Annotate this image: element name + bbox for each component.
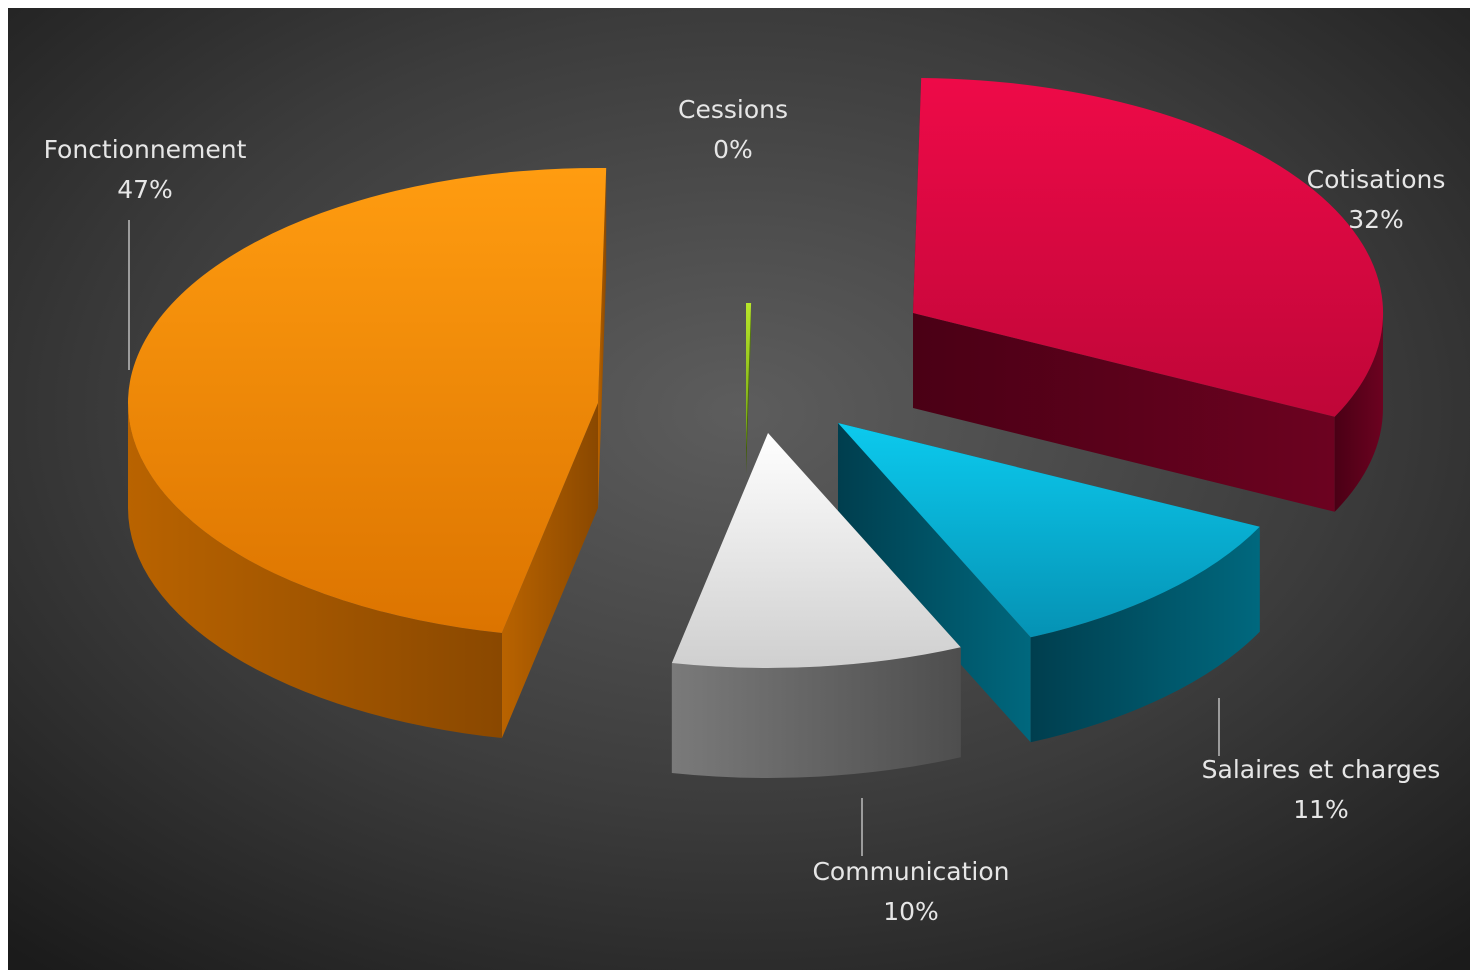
slice-rim-communication [671, 647, 961, 778]
slice-value-cessions: 0% [713, 135, 753, 164]
slice-rim-cotisations [1334, 313, 1383, 512]
slice-top-cessions [746, 302, 752, 448]
slice-rim-fonctionnement [128, 403, 502, 738]
slice-value-salaires-et-charges: 11% [1293, 795, 1349, 824]
slice-salaires-et-charges [838, 423, 1260, 743]
slice-label-cotisations: Cotisations [1307, 165, 1446, 194]
slice-top-communication [671, 433, 961, 668]
slices-layer [127, 78, 1384, 778]
slice-label-communication: Communication [812, 857, 1009, 886]
slice-top-fonctionnement [127, 167, 607, 633]
slice-top-cotisations [913, 78, 1384, 417]
slice-wall-start-fonctionnement [501, 403, 598, 738]
slice-label-cessions: Cessions [678, 95, 788, 124]
leaders-layer [128, 220, 1220, 856]
slice-value-communication: 10% [883, 897, 939, 926]
slice-communication [671, 433, 961, 778]
slice-cessions [746, 302, 752, 474]
slice-wall-end-cessions [746, 303, 752, 474]
slice-wall-end-cotisations [913, 313, 1335, 512]
slice-label-fonctionnement: Fonctionnement [44, 135, 247, 164]
slice-wall-end-fonctionnement [598, 168, 607, 508]
slice-label-salaires-et-charges: Salaires et charges [1202, 755, 1441, 784]
slice-top-salaires-et-charges [838, 423, 1260, 638]
slice-rim-salaires-et-charges [1030, 526, 1260, 743]
pie-chart-svg: Fonctionnement 47% Cessions 0% Cotisations 32… [8, 8, 1470, 970]
slice-wall-end-salaires-et-charges [838, 423, 1031, 743]
labels-layer: Fonctionnement 47% Cessions 0% Cotisations 32… [44, 95, 1446, 926]
slice-value-cotisations: 32% [1348, 205, 1404, 234]
pie-chart: Fonctionnement 47% Cessions 0% Cotisations 32… [8, 8, 1470, 970]
slice-cotisations [913, 78, 1384, 512]
slice-fonctionnement [127, 167, 607, 738]
slice-value-fonctionnement: 47% [117, 175, 173, 204]
